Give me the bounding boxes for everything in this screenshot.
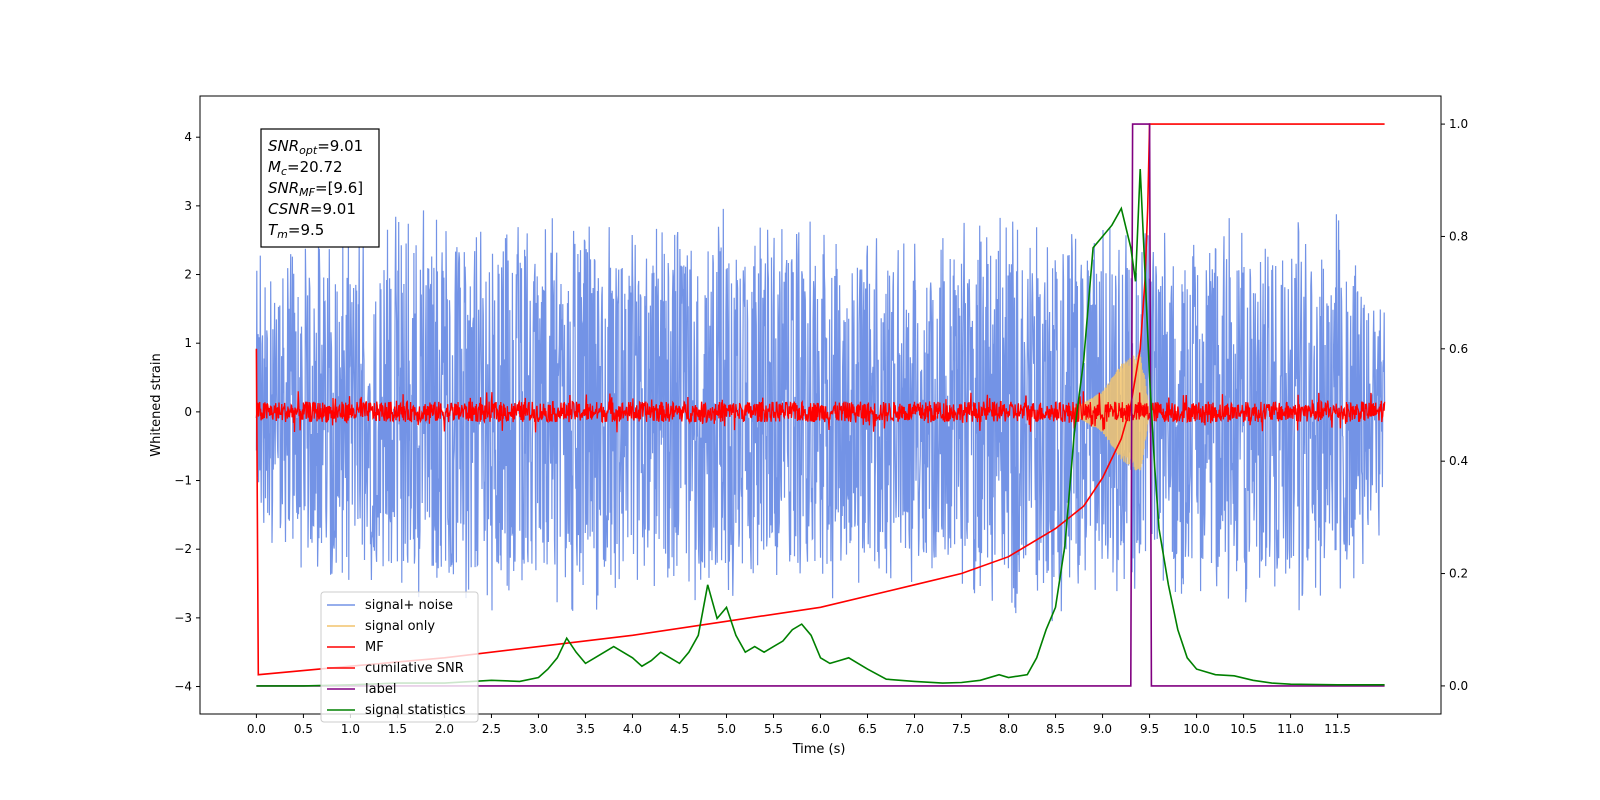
annotation-symbol: SNR: [268, 179, 299, 197]
x-tick-label: 6.0: [811, 722, 830, 736]
annotation-value: =9.01: [317, 137, 363, 155]
x-tick-label: 7.0: [905, 722, 924, 736]
x-tick-label: 2.5: [482, 722, 501, 736]
x-tick-label: 1.0: [341, 722, 360, 736]
annotation-symbol: CSNR: [268, 200, 310, 218]
x-tick-label: 1.5: [388, 722, 407, 736]
annotation-subscript: opt: [299, 144, 318, 157]
plot-area: [255, 123, 1386, 687]
y-tick-label: 3: [184, 199, 192, 213]
x-tick-label: 0.0: [247, 722, 266, 736]
x-tick-label: 10.5: [1230, 722, 1257, 736]
legend-entry: signal only: [365, 619, 435, 634]
legend-entry: signal+ noise: [365, 598, 453, 613]
annotation-symbol: M: [268, 158, 281, 176]
series-line-signal-noise: [255, 208, 1386, 622]
x-tick-label: 3.5: [576, 722, 595, 736]
y-tick-label: −1: [174, 474, 192, 488]
x-tick-label: 0.5: [294, 722, 313, 736]
x-tick-label: 10.0: [1183, 722, 1210, 736]
x-tick-label: 4.0: [623, 722, 642, 736]
x-tick-label: 8.5: [1046, 722, 1065, 736]
series-line-signal-statistics: [256, 168, 1385, 687]
y-right-tick-label: 1.0: [1449, 117, 1468, 131]
x-tick-label: 9.0: [1093, 722, 1112, 736]
y-tick-label: 2: [184, 268, 192, 282]
y-axis-left: 4 3 2 1 0 −1 −2 −3 −4: [174, 130, 200, 694]
x-axis-label: Time (s): [792, 742, 846, 757]
annotation-subscript: m: [277, 228, 288, 241]
x-tick-label: 7.5: [952, 722, 971, 736]
legend-entry: label: [365, 682, 396, 697]
legend-entry: MF: [365, 640, 384, 655]
legend-frame: [320, 591, 479, 723]
x-tick-label: 9.5: [1140, 722, 1159, 736]
annotation-value: =9.01: [310, 200, 356, 218]
y-right-tick-label: 0.8: [1449, 229, 1468, 243]
series-line-mf: [255, 391, 1386, 433]
annotation-value: =20.72: [287, 158, 343, 176]
x-tick-label: 8.0: [999, 722, 1018, 736]
y-right-tick-label: 0.4: [1449, 454, 1468, 468]
annotation-line: Tm=9.5: [268, 221, 324, 241]
x-tick-label: 2.0: [435, 722, 454, 736]
y-right-tick-label: 0.0: [1449, 679, 1468, 693]
annotation-value: =9.5: [288, 221, 324, 239]
y-right-tick-label: 0.2: [1449, 567, 1468, 581]
y-tick-label: −3: [174, 611, 192, 625]
y-right-tick-label: 0.6: [1449, 342, 1468, 356]
annotation-box: SNRopt=9.01Mc=20.72SNRMF=[9.6]CSNR=9.01T…: [260, 128, 380, 248]
legend: signal+ noise signal only MF cumilative SNR…: [320, 591, 479, 723]
annotation-line: SNRMF=[9.6]: [268, 179, 363, 199]
x-tick-label: 3.0: [529, 722, 548, 736]
x-tick-label: 5.0: [717, 722, 736, 736]
annotation-symbol: SNR: [268, 137, 299, 155]
x-tick-label: 11.5: [1324, 722, 1351, 736]
annotation-line: SNRopt=9.01: [268, 137, 363, 157]
series-line-label: [256, 123, 1385, 687]
y-axis-label: Whitened strain: [149, 353, 164, 456]
annotation-line: Mc=20.72: [268, 158, 343, 178]
annotation-value: =[9.6]: [315, 179, 363, 197]
annotation-subscript: MF: [299, 186, 315, 199]
x-axis: 0.0 0.5 1.0 1.5 2.0 2.5 3.0 3.5 4.0 4.5 5.0 5.5 6.0 6…: [247, 714, 1351, 736]
y-tick-label: 4: [184, 130, 192, 144]
y-tick-label: −2: [174, 542, 192, 556]
x-tick-label: 11.0: [1277, 722, 1304, 736]
annotation-frame: [260, 128, 380, 248]
y-tick-label: 1: [184, 336, 192, 350]
x-tick-label: 5.5: [764, 722, 783, 736]
y-axis-right: 1.0 0.8 0.6 0.4 0.2 0.0: [1441, 117, 1468, 693]
y-tick-label: 0: [184, 405, 192, 419]
annotation-line: CSNR=9.01: [268, 200, 356, 218]
y-tick-label: −4: [174, 680, 192, 694]
annotation-subscript: c: [281, 165, 287, 178]
x-tick-label: 6.5: [858, 722, 877, 736]
x-tick-label: 4.5: [670, 722, 689, 736]
legend-entry: cumilative SNR: [365, 661, 464, 676]
annotation-symbol: T: [268, 221, 279, 239]
legend-entry: signal statistics: [365, 703, 466, 718]
